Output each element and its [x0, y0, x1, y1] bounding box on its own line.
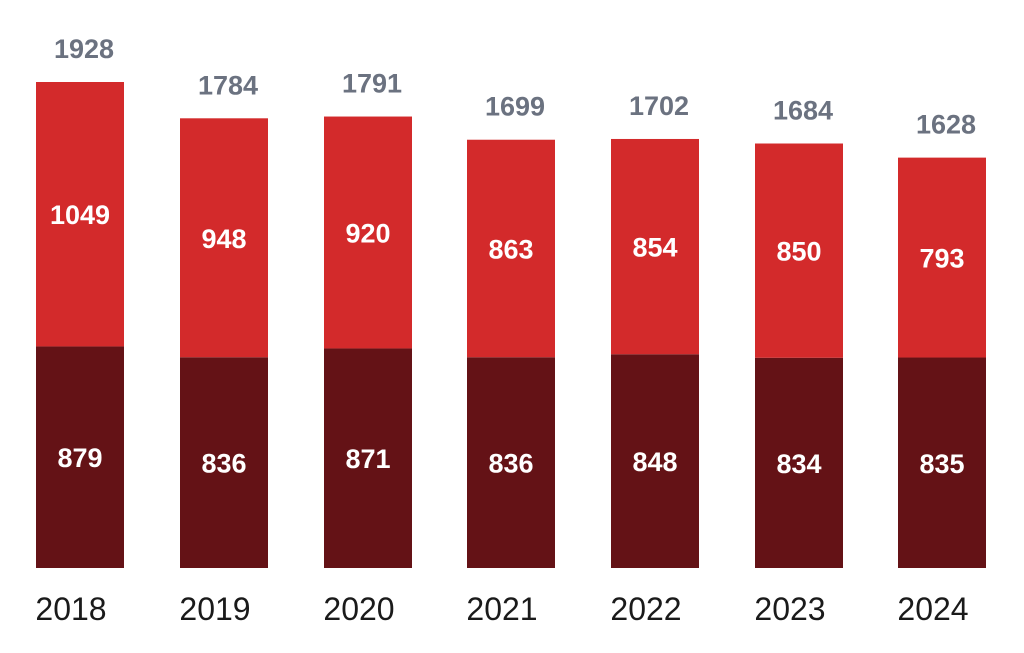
- total-value-label: 1702: [629, 91, 689, 121]
- segment-value-label: 836: [201, 449, 246, 479]
- bar-segment-lower-2023: [755, 357, 843, 568]
- bar-segment-lower-2022: [611, 354, 699, 568]
- total-value-label: 1928: [54, 34, 114, 64]
- segment-value-label: 948: [201, 224, 246, 254]
- segment-value-label: 793: [919, 244, 964, 274]
- x-axis-tick-label: 2019: [179, 591, 250, 627]
- total-value-label: 1628: [916, 110, 976, 140]
- bar-segment-upper-2021: [467, 139, 555, 358]
- labels-group: 879 1049 1928 2018 836 948 1784 2019 871 920 1791 2…: [35, 34, 976, 627]
- bar-segment-lower-2019: [180, 357, 268, 568]
- segment-value-label: 848: [632, 447, 677, 477]
- segment-value-label: 834: [776, 449, 821, 479]
- bar-segment-upper-2022: [611, 138, 699, 355]
- segment-value-label: 879: [57, 443, 102, 473]
- x-axis-tick-label: 2024: [897, 591, 968, 627]
- bar-segment-upper-2023: [755, 143, 843, 358]
- bar-segment-lower-2021: [467, 357, 555, 568]
- total-value-label: 1791: [342, 69, 402, 99]
- segment-value-label: 871: [345, 444, 390, 474]
- bar-segment-lower-2020: [324, 348, 412, 568]
- x-axis-tick-label: 2018: [35, 591, 106, 627]
- bars-group: [36, 82, 986, 568]
- bar-segment-upper-2018: [36, 82, 124, 347]
- total-value-label: 1684: [773, 96, 833, 126]
- bar-segment-lower-2024: [898, 357, 986, 568]
- bar-segment-upper-2020: [324, 116, 412, 349]
- segment-value-label: 863: [488, 234, 533, 264]
- x-axis-tick-label: 2021: [466, 591, 537, 627]
- segment-value-label: 850: [776, 237, 821, 267]
- bar-segment-upper-2024: [898, 157, 986, 358]
- x-axis-tick-label: 2023: [754, 591, 825, 627]
- segment-value-label: 854: [632, 233, 677, 263]
- x-axis-tick-label: 2022: [610, 591, 681, 627]
- x-axis-tick-label: 2020: [323, 591, 394, 627]
- total-value-label: 1784: [198, 70, 258, 100]
- segment-value-label: 920: [345, 218, 390, 248]
- segment-value-label: 1049: [50, 200, 110, 230]
- total-value-label: 1699: [485, 92, 545, 122]
- bar-segment-lower-2018: [36, 346, 124, 568]
- bar-segment-upper-2019: [180, 118, 268, 358]
- segment-value-label: 835: [919, 449, 964, 479]
- segment-value-label: 836: [488, 449, 533, 479]
